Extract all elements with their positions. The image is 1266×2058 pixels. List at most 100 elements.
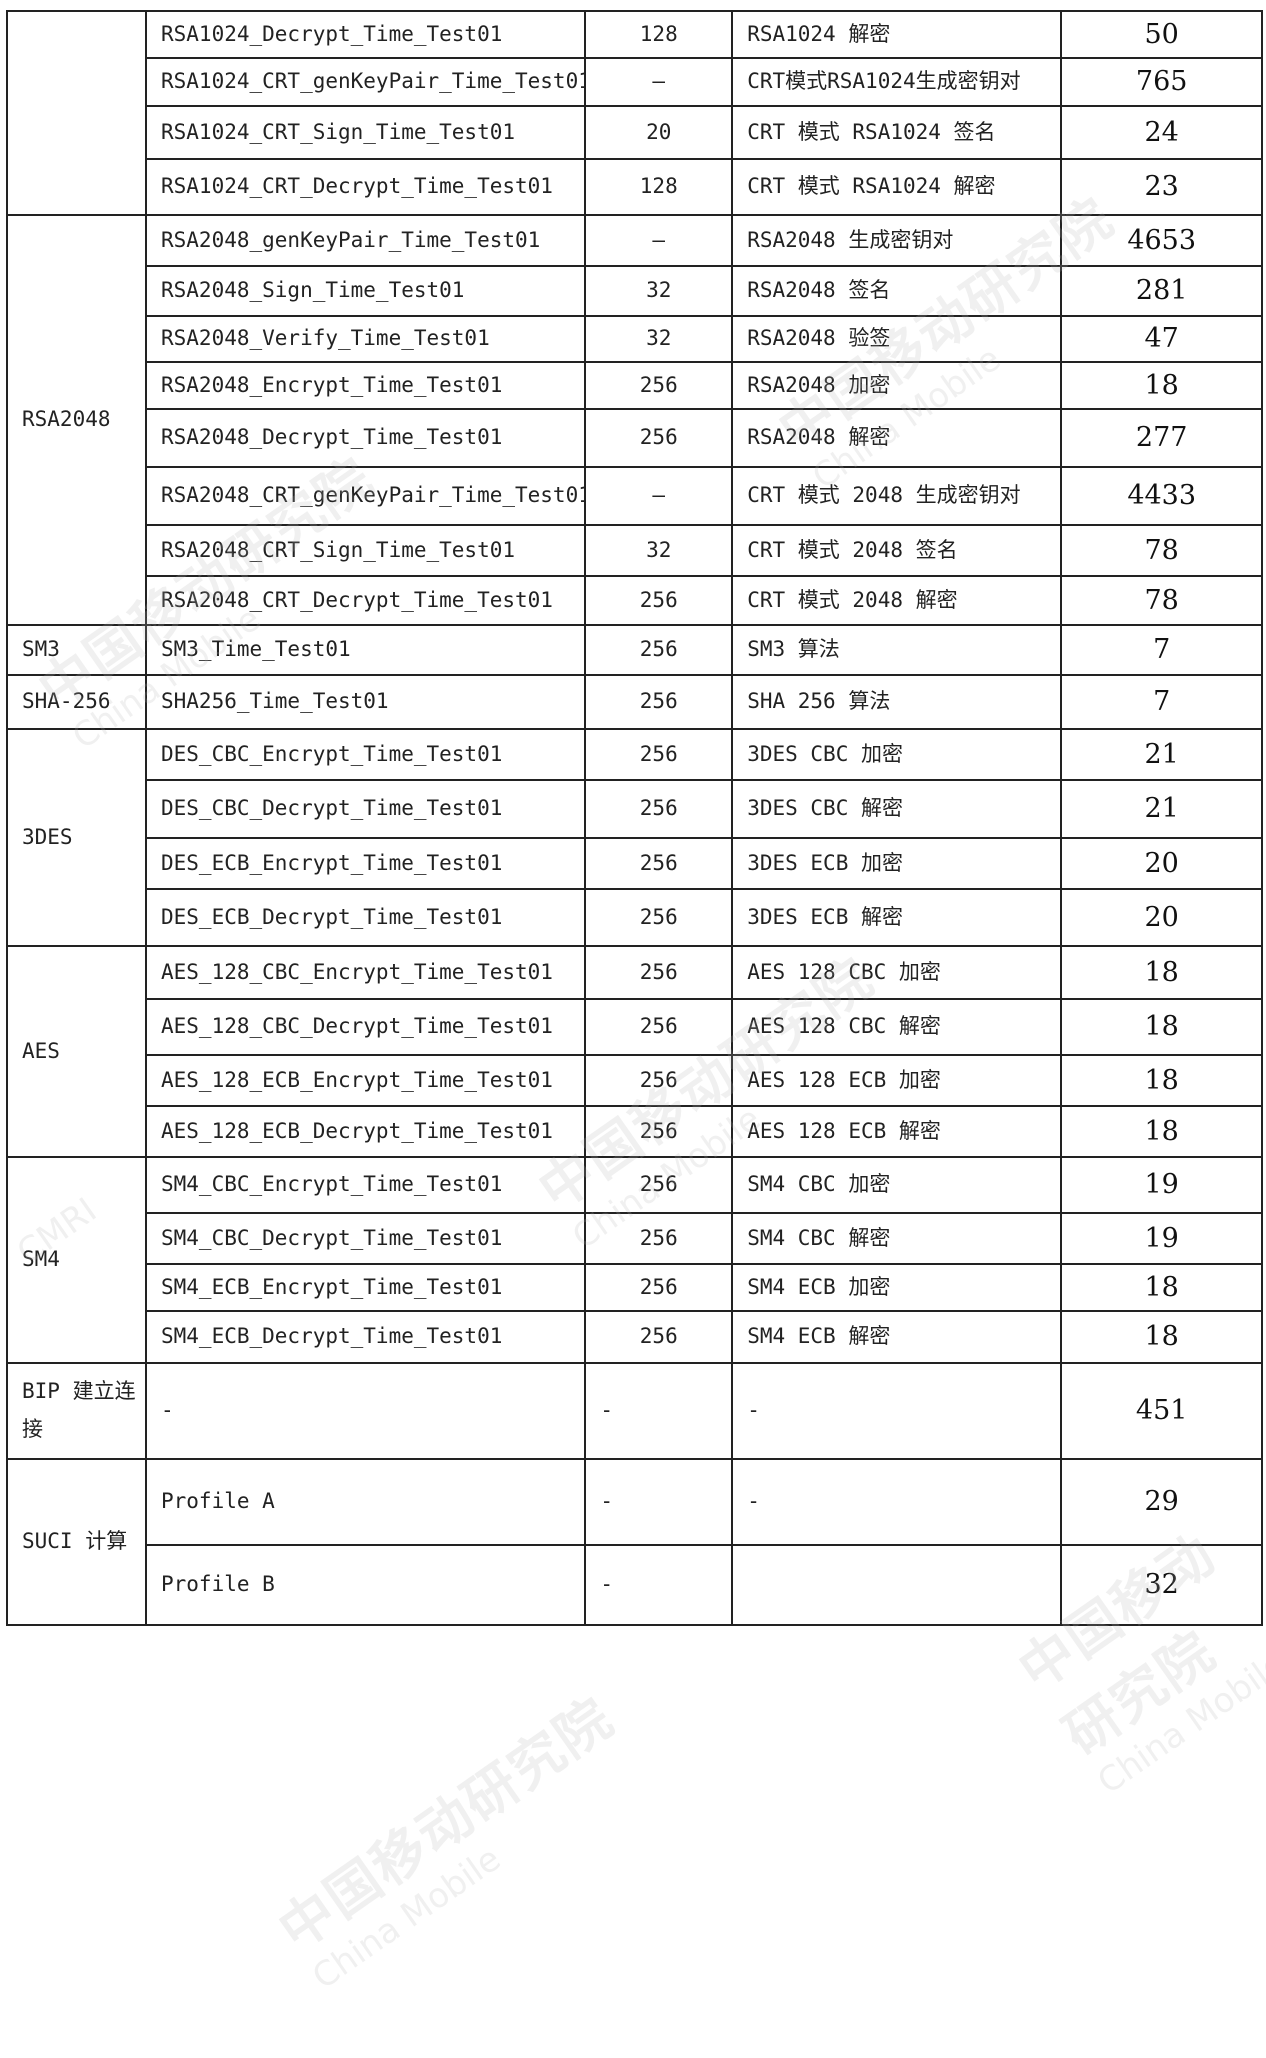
time-value-cell: 78 xyxy=(1060,575,1263,626)
test-name-cell: DES_CBC_Encrypt_Time_Test01 xyxy=(144,728,587,781)
time-value-cell: 18 xyxy=(1060,1263,1263,1312)
table-row: SM4 SM4_CBC_Encrypt_Time_Test01 256 SM4 … xyxy=(6,1156,1263,1364)
test-name-cell: RSA2048_Verify_Time_Test01 xyxy=(144,315,587,363)
time-value-cell: 18 xyxy=(1060,361,1263,410)
length-cell: 256 xyxy=(584,728,734,781)
length-cell: 256 xyxy=(584,888,734,947)
table-row: RSA2048_Encrypt_Time_Test01 256 RSA2048 … xyxy=(7,361,1263,410)
length-cell: 256 xyxy=(584,1263,734,1312)
description-cell: CRT 模式 RSA1024 解密 xyxy=(731,158,1063,216)
description-cell: - xyxy=(731,1458,1063,1546)
length-cell: 256 xyxy=(584,1105,734,1158)
description-cell: RSA2048 验签 xyxy=(731,315,1063,363)
table-row: Profile B - 32 xyxy=(7,1544,1263,1626)
description-cell: SHA 256 算法 xyxy=(731,674,1063,730)
length-cell: 256 xyxy=(584,1054,734,1107)
test-name-cell: AES_128_ECB_Decrypt_Time_Test01 xyxy=(144,1105,587,1158)
test-name-cell: RSA2048_Encrypt_Time_Test01 xyxy=(144,361,587,410)
time-value-cell: 18 xyxy=(1060,1054,1263,1107)
table-row: DES_ECB_Encrypt_Time_Test01 256 3DES ECB… xyxy=(7,837,1263,890)
description-cell: SM4 CBC 解密 xyxy=(731,1212,1063,1265)
length-cell: 128 xyxy=(584,158,734,216)
time-value-cell: 21 xyxy=(1060,779,1263,839)
category-cell-rsa2048: RSA2048 xyxy=(6,214,147,626)
time-value-cell: 18 xyxy=(1060,945,1263,1000)
test-name-cell: Profile A xyxy=(144,1458,587,1546)
time-value-cell: 78 xyxy=(1060,524,1263,577)
test-name-cell: RSA2048_Decrypt_Time_Test01 xyxy=(144,408,587,468)
category-cell-3des: 3DES xyxy=(6,728,147,947)
length-cell: 256 xyxy=(584,361,734,410)
test-name-cell: RSA1024_CRT_Decrypt_Time_Test01 xyxy=(144,158,587,216)
table-row: SUCI 计算 Profile A - - 29 xyxy=(6,1458,1263,1626)
table-row: RSA1024_CRT_genKeyPair_Time_Test01 — CRT… xyxy=(7,57,1263,107)
test-name-cell: SM4_CBC_Decrypt_Time_Test01 xyxy=(144,1212,587,1265)
test-name-cell: Profile B xyxy=(144,1544,587,1626)
category-cell-sm3: SM3 xyxy=(6,624,147,676)
length-cell: 32 xyxy=(584,524,734,577)
table-row: DES_CBC_Decrypt_Time_Test01 256 3DES CBC… xyxy=(7,779,1263,839)
table-row: RSA2048_CRT_Decrypt_Time_Test01 256 CRT … xyxy=(7,575,1263,626)
time-value-cell: 18 xyxy=(1060,1310,1263,1364)
description-cell: SM4 ECB 解密 xyxy=(731,1310,1063,1364)
time-value-cell: 4433 xyxy=(1060,466,1263,526)
length-cell: 256 xyxy=(584,837,734,890)
length-cell: 20 xyxy=(584,105,734,160)
test-name-cell: DES_ECB_Decrypt_Time_Test01 xyxy=(144,888,587,947)
table-row: 3DES DES_CBC_Encrypt_Time_Test01 256 3DE… xyxy=(6,728,1263,947)
length-cell: 128 xyxy=(584,10,734,59)
time-value-cell: 47 xyxy=(1060,315,1263,363)
description-cell: RSA2048 加密 xyxy=(731,361,1063,410)
test-name-cell: RSA1024_CRT_genKeyPair_Time_Test01 xyxy=(144,57,587,107)
time-value-cell: 7 xyxy=(1060,624,1263,676)
table-row: RSA2048_CRT_genKeyPair_Time_Test01 — CRT… xyxy=(7,466,1263,526)
performance-table: RSA1024_Decrypt_Time_Test01 128 RSA1024 … xyxy=(6,10,1263,1626)
test-name-cell: DES_CBC_Decrypt_Time_Test01 xyxy=(144,779,587,839)
description-cell: AES 128 CBC 加密 xyxy=(731,945,1063,1000)
test-name-cell: RSA2048_Sign_Time_Test01 xyxy=(144,265,587,317)
description-cell: AES 128 ECB 加密 xyxy=(731,1054,1063,1107)
category-cell-bip: BIP 建立连接 xyxy=(6,1362,147,1460)
length-cell: - xyxy=(584,1362,734,1460)
table-row: RSA2048 RSA2048_genKeyPair_Time_Test01 —… xyxy=(6,214,1263,626)
test-name-cell: SM4_ECB_Encrypt_Time_Test01 xyxy=(144,1263,587,1312)
description-cell: SM4 CBC 加密 xyxy=(731,1156,1063,1214)
time-value-cell: 281 xyxy=(1060,265,1263,317)
test-name-cell: RSA2048_CRT_Decrypt_Time_Test01 xyxy=(144,575,587,626)
test-name-cell: SM3_Time_Test01 xyxy=(144,624,587,676)
table-row: RSA2048_Decrypt_Time_Test01 256 RSA2048 … xyxy=(7,408,1263,468)
category-cell-sm4: SM4 xyxy=(6,1156,147,1364)
description-cell: RSA2048 生成密钥对 xyxy=(731,214,1063,267)
table-row: RSA2048_Sign_Time_Test01 32 RSA2048 签名 2… xyxy=(7,265,1263,317)
time-value-cell: 18 xyxy=(1060,1105,1263,1158)
length-cell: 256 xyxy=(584,1310,734,1364)
description-cell: AES 128 CBC 解密 xyxy=(731,998,1063,1056)
time-value-cell: 451 xyxy=(1060,1362,1263,1460)
watermark: 中国移动研究院 China Mobile xyxy=(267,1685,625,1998)
length-cell: - xyxy=(584,1458,734,1546)
table-row: SM3 SM3_Time_Test01 256 SM3 算法 7 xyxy=(6,624,1263,676)
table-row: DES_ECB_Decrypt_Time_Test01 256 3DES ECB… xyxy=(7,888,1263,947)
time-value-cell: 19 xyxy=(1060,1156,1263,1214)
length-cell: 256 xyxy=(584,1156,734,1214)
test-name-cell: RSA2048_CRT_genKeyPair_Time_Test01 xyxy=(144,466,587,526)
description-cell: RSA1024 解密 xyxy=(731,10,1063,59)
time-value-cell: 18 xyxy=(1060,998,1263,1056)
test-name-cell: RSA1024_CRT_Sign_Time_Test01 xyxy=(144,105,587,160)
length-cell: 256 xyxy=(584,674,734,730)
time-value-cell: 19 xyxy=(1060,1212,1263,1265)
table-row: RSA1024_CRT_Sign_Time_Test01 20 CRT 模式 R… xyxy=(7,105,1263,160)
length-cell: - xyxy=(584,1544,734,1626)
test-name-cell: - xyxy=(144,1362,587,1460)
length-cell: — xyxy=(584,466,734,526)
description-cell: RSA2048 签名 xyxy=(731,265,1063,317)
description-cell: SM4 ECB 加密 xyxy=(731,1263,1063,1312)
table-row: SM4_CBC_Decrypt_Time_Test01 256 SM4 CBC … xyxy=(7,1212,1263,1265)
description-cell: CRT 模式 2048 解密 xyxy=(731,575,1063,626)
test-name-cell: DES_ECB_Encrypt_Time_Test01 xyxy=(144,837,587,890)
description-cell: AES 128 ECB 解密 xyxy=(731,1105,1063,1158)
time-value-cell: 4653 xyxy=(1060,214,1263,267)
category-cell-rsa1024 xyxy=(6,10,147,216)
description-cell: CRT 模式 2048 生成密钥对 xyxy=(731,466,1063,526)
